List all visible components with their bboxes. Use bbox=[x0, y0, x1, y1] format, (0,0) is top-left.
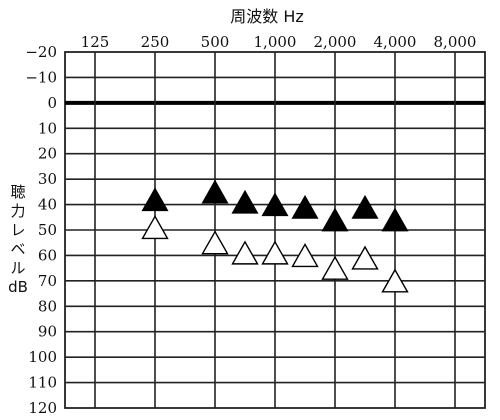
filled-triangle-marker bbox=[321, 207, 349, 232]
filled-triangle-marker bbox=[231, 189, 259, 214]
data-markers bbox=[141, 179, 409, 293]
open-triangle-marker bbox=[261, 240, 289, 265]
y-tick-label: −10 bbox=[25, 68, 57, 86]
y-axis-label-line: ベ bbox=[10, 240, 25, 258]
y-tick-label: 50 bbox=[38, 221, 57, 239]
y-axis-label-line: 聴 bbox=[10, 183, 25, 201]
y-tick-label: 20 bbox=[38, 145, 57, 163]
y-axis-ticks: −20 −10 0 10 20 30 40 50 60 70 80 90 100 110 120 bbox=[25, 43, 57, 417]
y-axis-label-line: ル bbox=[10, 259, 25, 277]
chart-title: 周波数 Hz bbox=[230, 7, 304, 26]
x-tick-label: 8,000 bbox=[434, 33, 477, 51]
open-triangle-marker bbox=[231, 240, 259, 265]
y-tick-label: 90 bbox=[38, 323, 57, 341]
x-tick-label: 2,000 bbox=[314, 33, 357, 51]
x-tick-label: 250 bbox=[141, 33, 170, 51]
x-tick-label: 125 bbox=[81, 33, 110, 51]
y-tick-label: 0 bbox=[47, 94, 57, 112]
y-tick-label: 10 bbox=[38, 119, 57, 137]
y-axis-label-line: レ bbox=[10, 221, 25, 239]
y-tick-label: 80 bbox=[38, 297, 57, 315]
y-axis-label: 聴 力 レ ベ ル dB bbox=[8, 183, 28, 296]
x-tick-label: 1,000 bbox=[254, 33, 297, 51]
y-tick-label: 30 bbox=[38, 170, 57, 188]
open-triangle-marker bbox=[321, 255, 349, 280]
x-tick-label: 4,000 bbox=[374, 33, 417, 51]
y-tick-label: 110 bbox=[28, 374, 57, 392]
open-triangle-marker bbox=[291, 243, 319, 268]
filled-triangle-marker bbox=[291, 194, 319, 219]
filled-triangle-marker bbox=[201, 179, 229, 204]
x-axis-ticks: 125 250 500 1,000 2,000 4,000 8,000 bbox=[81, 33, 477, 51]
open-triangle-marker bbox=[351, 245, 379, 270]
open-triangle-marker bbox=[141, 215, 169, 240]
filled-triangle-marker bbox=[351, 194, 379, 219]
x-tick-label: 500 bbox=[201, 33, 230, 51]
y-tick-label: 60 bbox=[38, 246, 57, 264]
y-tick-label: 100 bbox=[28, 348, 57, 366]
y-tick-label: 70 bbox=[38, 272, 57, 290]
y-tick-label: 40 bbox=[38, 196, 57, 214]
filled-triangle-marker bbox=[381, 207, 409, 232]
open-triangle-marker bbox=[381, 268, 409, 293]
y-axis-label-line: dB bbox=[8, 278, 28, 296]
y-axis-label-line: 力 bbox=[10, 202, 25, 220]
y-tick-label: −20 bbox=[25, 43, 57, 61]
open-triangle-marker bbox=[201, 230, 229, 255]
filled-triangle-marker bbox=[141, 187, 169, 212]
grid bbox=[64, 51, 486, 409]
filled-triangle-marker bbox=[261, 192, 289, 217]
y-tick-label: 120 bbox=[28, 399, 57, 417]
